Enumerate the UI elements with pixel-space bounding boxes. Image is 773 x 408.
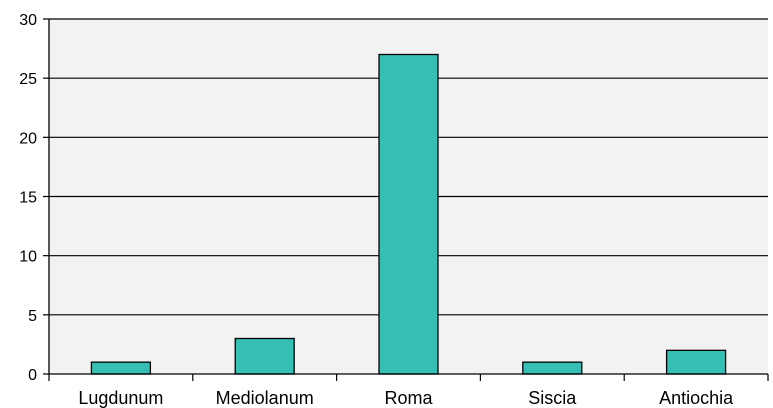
y-tick-label-30: 30 — [19, 12, 37, 29]
x-tick-label-roma: Roma — [384, 388, 433, 408]
y-tick-label-20: 20 — [19, 130, 37, 147]
bar-roma — [378, 53, 439, 375]
bars — [90, 53, 727, 375]
bar-antiochia — [665, 349, 727, 375]
y-axis-ticks: 0 5 10 15 20 25 30 — [19, 12, 49, 384]
y-tick-label-15: 15 — [19, 190, 37, 207]
y-tick-label-5: 5 — [28, 308, 37, 325]
bar-lugdunum — [90, 361, 152, 375]
x-tick-label-siscia: Siscia — [528, 388, 577, 408]
y-tick-label-0: 0 — [28, 367, 37, 384]
x-axis-ticks: Lugdunum Mediolanum Roma Siscia Antiochia — [48, 374, 769, 408]
y-tick-label-25: 25 — [19, 71, 37, 88]
bar-mediolanum — [234, 337, 295, 375]
bar-siscia — [522, 361, 583, 375]
x-tick-label-mediolanum: Mediolanum — [216, 388, 314, 408]
x-tick-label-antiochia: Antiochia — [659, 388, 734, 408]
y-tick-label-10: 10 — [19, 249, 37, 266]
x-tick-label-lugdunum: Lugdunum — [78, 388, 163, 408]
